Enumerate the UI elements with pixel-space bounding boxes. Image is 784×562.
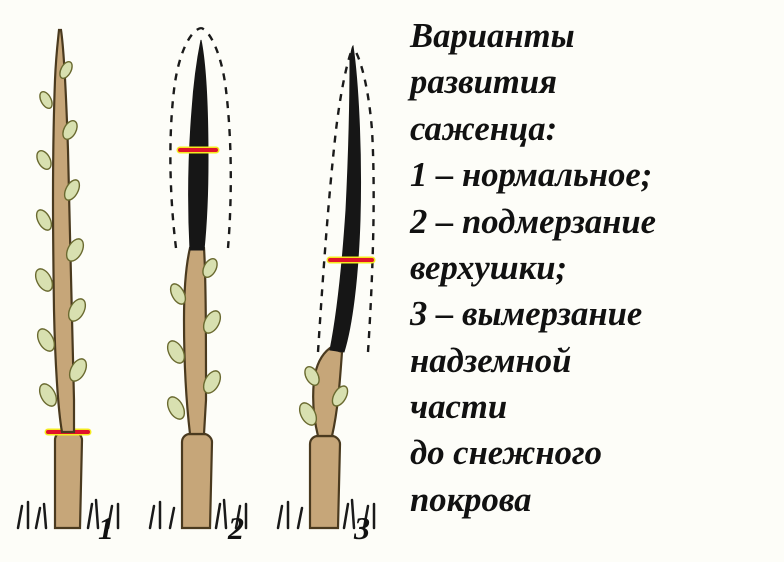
caption-l4b: – нормальное; bbox=[427, 156, 652, 194]
label-2: 2 bbox=[228, 510, 244, 547]
caption-l7a: 3 bbox=[410, 295, 427, 333]
caption-l11: покрова bbox=[410, 481, 531, 519]
caption-l10: до снежного bbox=[410, 434, 602, 472]
caption-block: Варианты развития саженца: 1 – нормально… bbox=[410, 14, 774, 524]
caption-l5b: – подмерзание bbox=[427, 203, 656, 241]
sapling2-rootstock bbox=[182, 434, 212, 528]
sapling-3 bbox=[278, 46, 374, 528]
caption-l6: верхушки; bbox=[410, 249, 567, 287]
caption-l9: части bbox=[410, 388, 507, 426]
caption-l5a: 2 bbox=[410, 203, 427, 241]
sapling2-old-scion-alive bbox=[184, 248, 206, 434]
caption-l2: развития bbox=[410, 63, 557, 101]
sapling3-rootstock bbox=[310, 436, 340, 528]
sapling3-dead-top bbox=[330, 46, 361, 352]
sapling-2 bbox=[150, 28, 246, 528]
caption-l3: саженца: bbox=[410, 110, 557, 148]
sapling1-rootstock bbox=[55, 432, 82, 528]
caption-l8: надземной bbox=[410, 342, 571, 380]
caption-l1: Варианты bbox=[410, 17, 575, 55]
label-1: 1 bbox=[98, 510, 114, 547]
caption-l7b: – вымерзание bbox=[427, 295, 642, 333]
sapling2-dead-top bbox=[189, 40, 208, 250]
caption-l4a: 1 bbox=[410, 156, 427, 194]
sapling-1 bbox=[18, 30, 118, 528]
label-3: 3 bbox=[354, 510, 370, 547]
